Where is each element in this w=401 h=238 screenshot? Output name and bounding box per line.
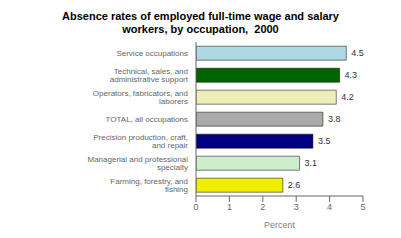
svg-text:4: 4	[327, 202, 332, 212]
svg-text:Farming, forestry, andfishing: Farming, forestry, andfishing	[110, 177, 188, 194]
svg-text:Operators, fabricators, andlab: Operators, fabricators, andlaborers	[93, 89, 188, 106]
svg-text:2.6: 2.6	[288, 180, 301, 190]
svg-text:TOTAL, all occupations: TOTAL, all occupations	[106, 115, 188, 124]
svg-text:1: 1	[227, 202, 232, 212]
svg-text:Precision production, craft,an: Precision production, craft,and repair	[93, 133, 188, 150]
svg-text:Percent: Percent	[264, 220, 296, 230]
svg-text:Technical, sales, andadministr: Technical, sales, andadministrative supp…	[110, 67, 189, 84]
svg-text:Managerial and professionalspe: Managerial and professionalspecialty	[87, 155, 188, 172]
svg-text:Service occupations: Service occupations	[116, 49, 188, 58]
svg-text:2: 2	[260, 202, 265, 212]
svg-text:4.2: 4.2	[341, 92, 354, 102]
html-text:Absence rates of employed full: Absence rates of employed full-time wage…	[62, 10, 339, 22]
svg-text:3: 3	[294, 202, 299, 212]
svg-text:3.5: 3.5	[318, 136, 331, 146]
svg-text:4.3: 4.3	[345, 70, 358, 80]
svg-text:0: 0	[193, 202, 198, 212]
svg-text:3.1: 3.1	[305, 158, 318, 168]
svg-text:5: 5	[360, 202, 365, 212]
svg-text:4.5: 4.5	[351, 48, 364, 58]
html-text:workers, by occupation, 2000: workers, by occupation, 2000	[122, 23, 279, 35]
svg-text:3.8: 3.8	[328, 114, 341, 124]
